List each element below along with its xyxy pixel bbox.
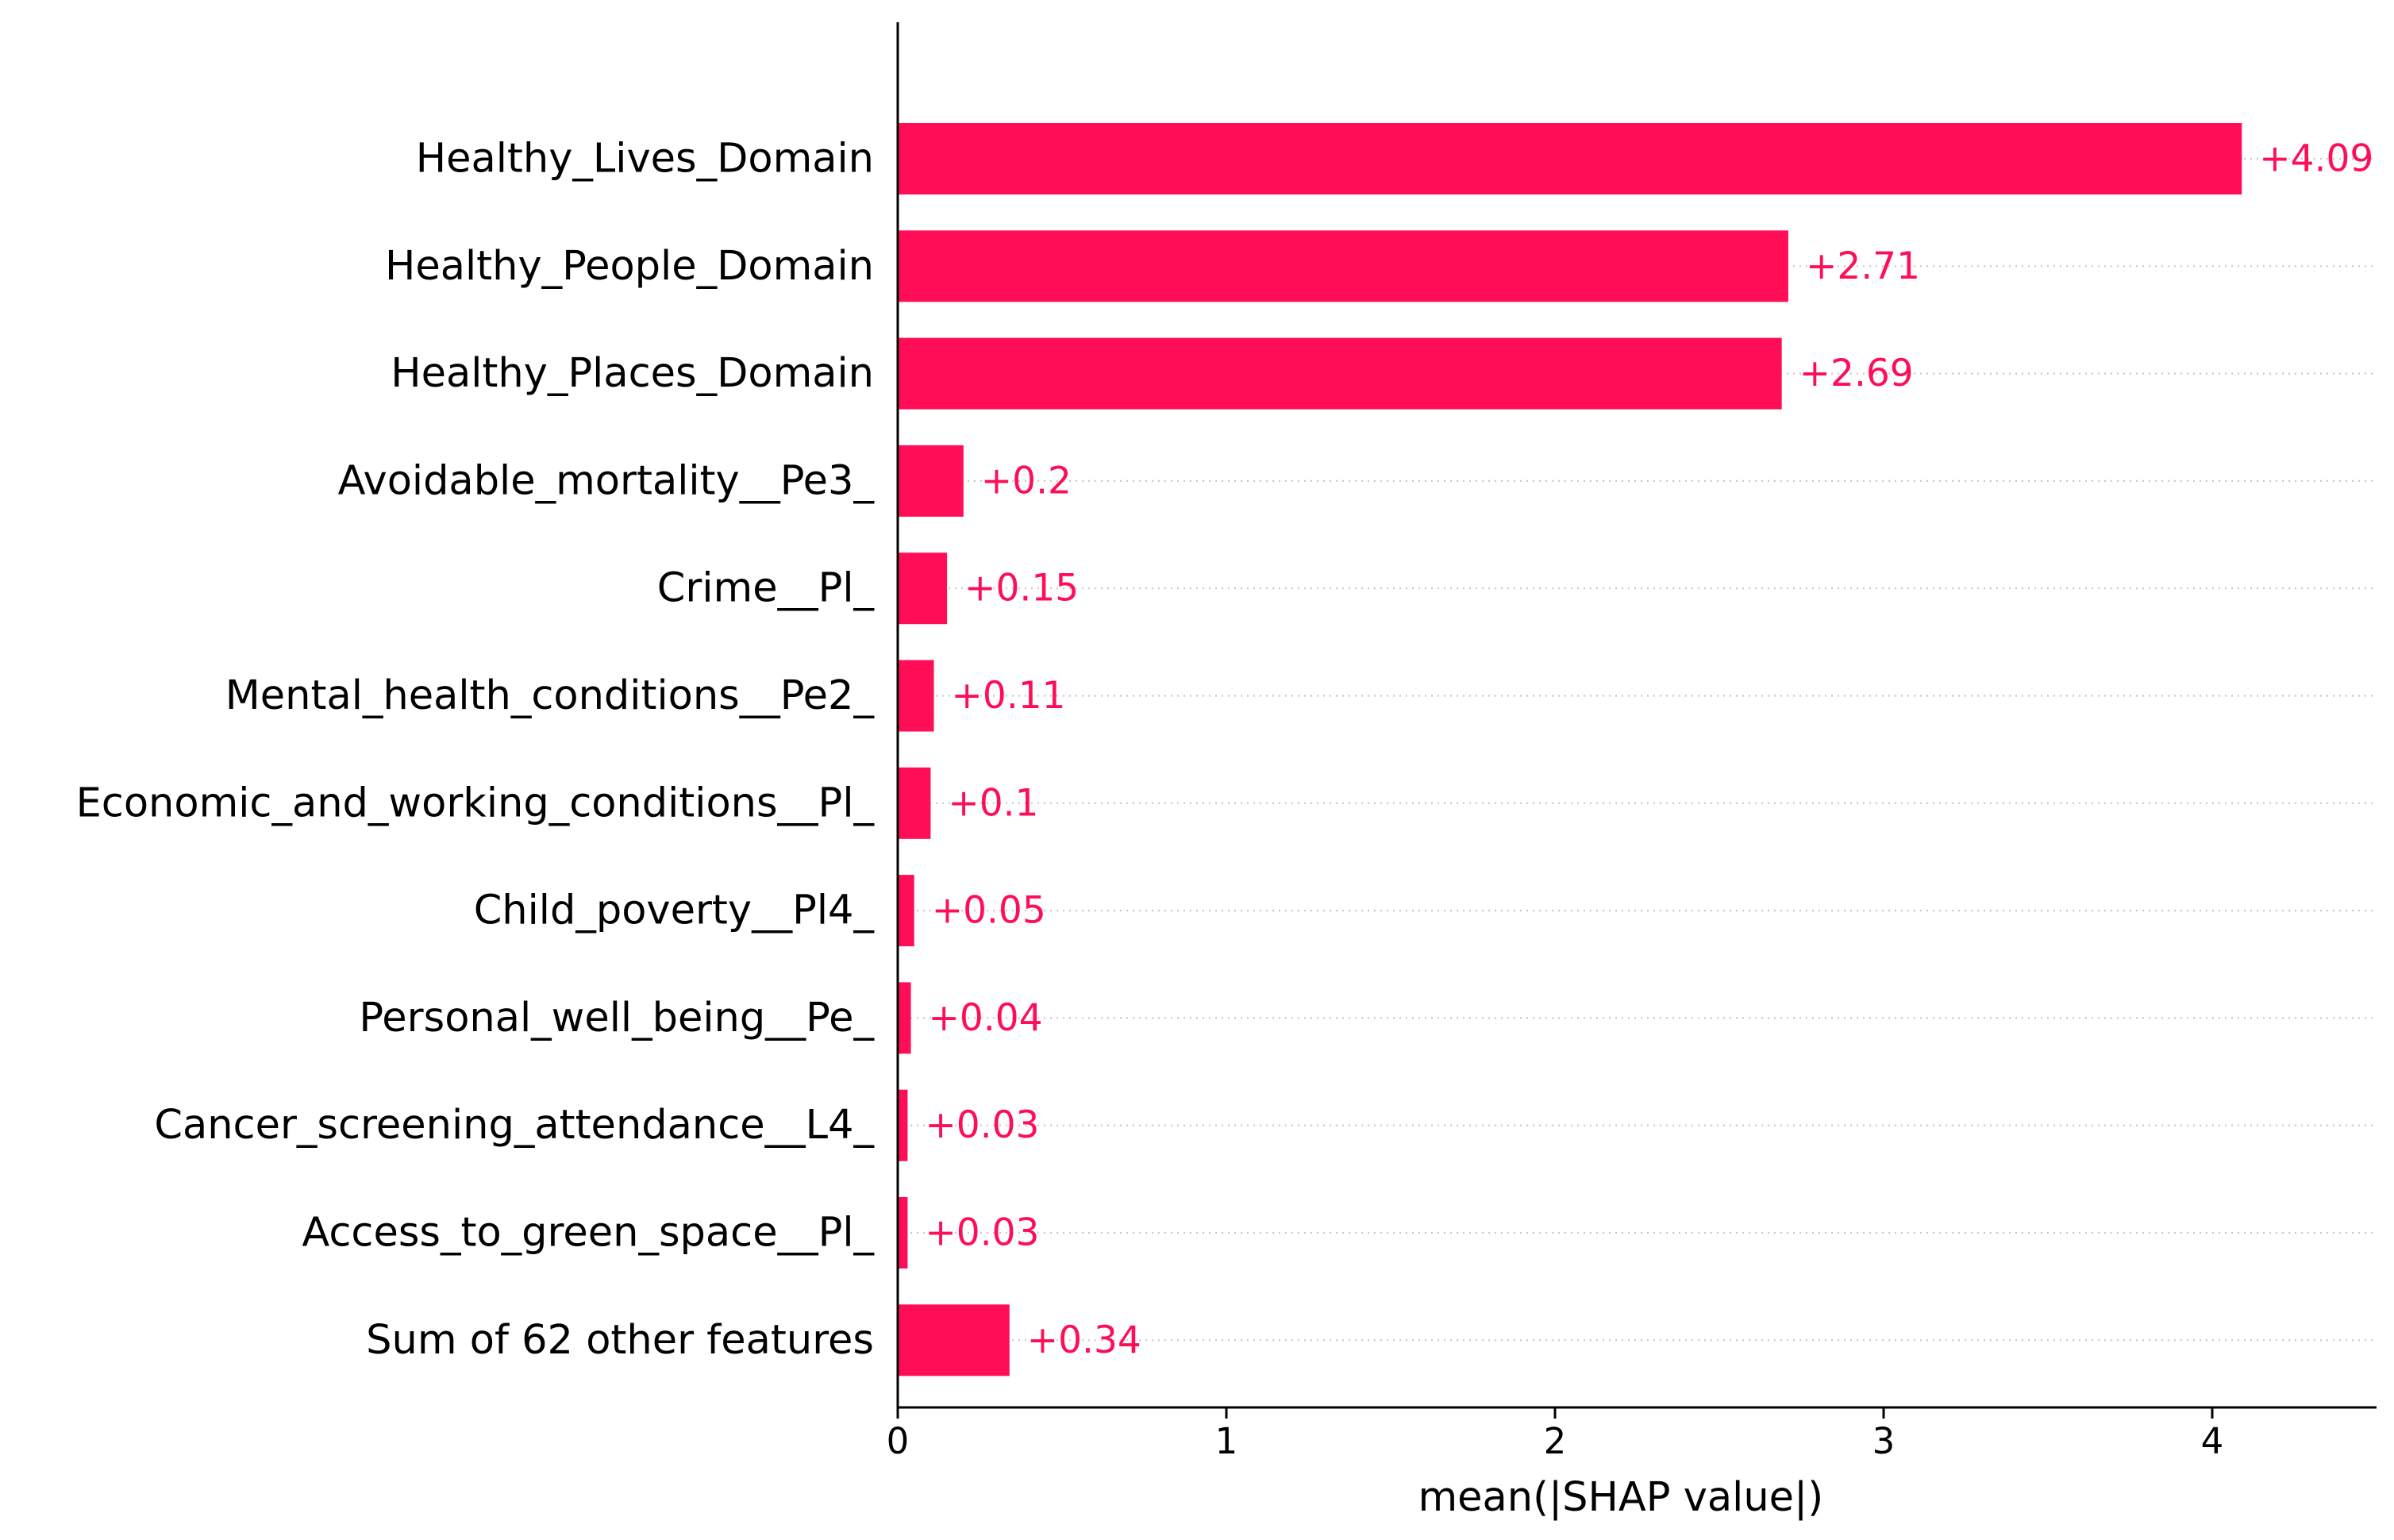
value-label: +0.03 — [925, 1103, 1039, 1147]
x-axis-title: mean(|SHAP value|) — [1418, 1474, 1823, 1521]
bar — [898, 337, 1782, 410]
x-tick-label: 4 — [2201, 1420, 2224, 1462]
category-label: Healthy_Places_Domain — [391, 350, 874, 397]
category-label: Crime__Pl_ — [657, 565, 875, 612]
category-label: Child_poverty__Pl4_ — [474, 887, 875, 934]
value-label: +4.09 — [2259, 137, 2373, 181]
category-label: Avoidable_mortality__Pe3_ — [338, 457, 875, 504]
bars — [898, 123, 2242, 1376]
category-label: Personal_well_being__Pe_ — [359, 995, 874, 1041]
bar — [898, 982, 911, 1054]
x-tick-label: 0 — [887, 1420, 910, 1462]
bar — [898, 230, 1788, 302]
bar — [898, 875, 914, 947]
category-label: Economic_and_working_conditions__Pl_ — [76, 780, 875, 826]
bar — [898, 445, 964, 517]
category-label: Sum of 62 other features — [366, 1317, 874, 1364]
category-label: Cancer_screening_attendance__L4_ — [154, 1102, 874, 1149]
category-label: Healthy_People_Domain — [385, 243, 874, 290]
value-label: +0.34 — [1027, 1319, 1141, 1362]
x-tick-label: 1 — [1215, 1420, 1238, 1462]
x-tick-label: 3 — [1872, 1420, 1896, 1462]
bar — [898, 123, 2242, 194]
x-ticks: 0 1 2 3 4 — [887, 1407, 2224, 1462]
category-label: Healthy_Lives_Domain — [416, 136, 874, 183]
value-label: +0.11 — [952, 674, 1066, 718]
category-labels: Healthy_Lives_Domain Healthy_People_Domai… — [76, 136, 875, 1364]
value-label: +0.1 — [948, 781, 1038, 825]
value-label: +2.71 — [1806, 244, 1920, 288]
bar — [898, 767, 931, 839]
category-label: Access_to_green_space__Pl_ — [302, 1210, 874, 1257]
value-label: +0.2 — [981, 459, 1072, 502]
value-label: +2.69 — [1799, 352, 1914, 395]
bar — [898, 660, 934, 732]
value-labels: +4.09 +2.71 +2.69 +0.2 +0.15 +0.11 +0.1 +0.05 +0… — [925, 137, 2373, 1362]
bar — [898, 552, 948, 625]
value-label: +0.05 — [932, 889, 1046, 933]
x-tick-label: 2 — [1544, 1420, 1567, 1462]
value-label: +0.04 — [929, 996, 1043, 1040]
bar — [898, 1089, 908, 1161]
category-label: Mental_health_conditions__Pe2_ — [225, 672, 875, 719]
value-label: +0.15 — [964, 567, 1079, 610]
axes — [896, 22, 2377, 1409]
bar — [898, 1304, 1010, 1376]
value-label: +0.03 — [925, 1211, 1039, 1255]
guide-lines — [898, 157, 2377, 1342]
bar — [898, 1197, 908, 1269]
